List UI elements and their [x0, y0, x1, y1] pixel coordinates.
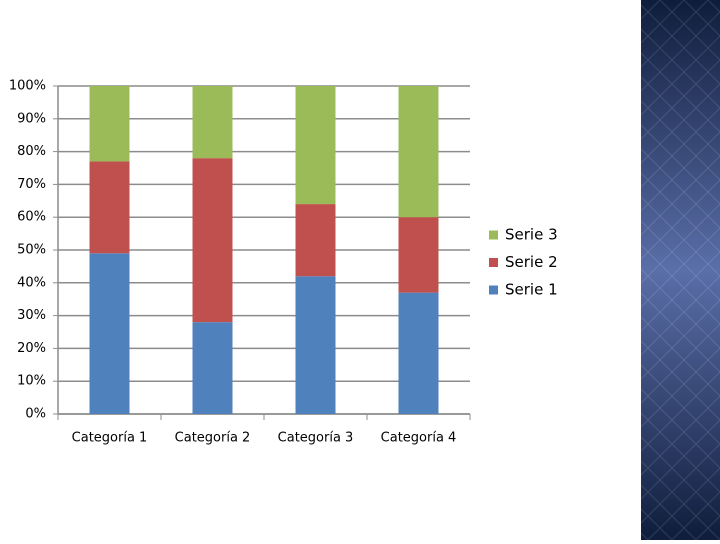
y-tick-label: 0% [25, 407, 46, 422]
x-tick-label: Categoría 4 [381, 431, 457, 446]
y-tick-label: 90% [17, 111, 46, 126]
bar-segment [398, 86, 439, 218]
legend-label: Serie 2 [505, 253, 558, 271]
bar-segment [192, 322, 233, 414]
y-tick-label: 50% [17, 243, 46, 258]
legend-swatch [489, 258, 498, 267]
legend-label: Serie 3 [505, 226, 558, 244]
x-tick-label: Categoría 3 [278, 431, 354, 446]
legend-label: Serie 1 [505, 281, 558, 299]
y-tick-label: 60% [17, 210, 46, 225]
y-tick-label: 20% [17, 341, 46, 356]
side-panel-texture [641, 0, 720, 540]
bar-segment [192, 158, 233, 323]
x-tick-label: Categoría 1 [72, 431, 148, 446]
bar-segment [89, 161, 130, 254]
legend-swatch [489, 285, 498, 295]
y-tick-label: 40% [17, 275, 46, 290]
bar-segment [295, 86, 336, 205]
y-tick-label: 70% [17, 177, 46, 192]
bar-segment [398, 292, 439, 414]
bar-segment [192, 86, 233, 159]
y-tick-label: 80% [17, 144, 46, 159]
x-tick-label: Categoría 2 [175, 431, 251, 446]
bar-segment [295, 204, 336, 277]
bar-segment [398, 217, 439, 293]
y-tick-label: 10% [17, 374, 46, 389]
legend-swatch [489, 230, 498, 240]
y-tick-label: 30% [17, 308, 46, 323]
y-tick-label: 100% [9, 79, 46, 94]
bar-segment [89, 86, 130, 162]
chart: 0% 10% 20% 30% 40% 50% 60% 70% 80% 90% 100% Categor… [9, 79, 558, 446]
bar-segment [295, 276, 336, 414]
bar-segment [89, 253, 130, 414]
